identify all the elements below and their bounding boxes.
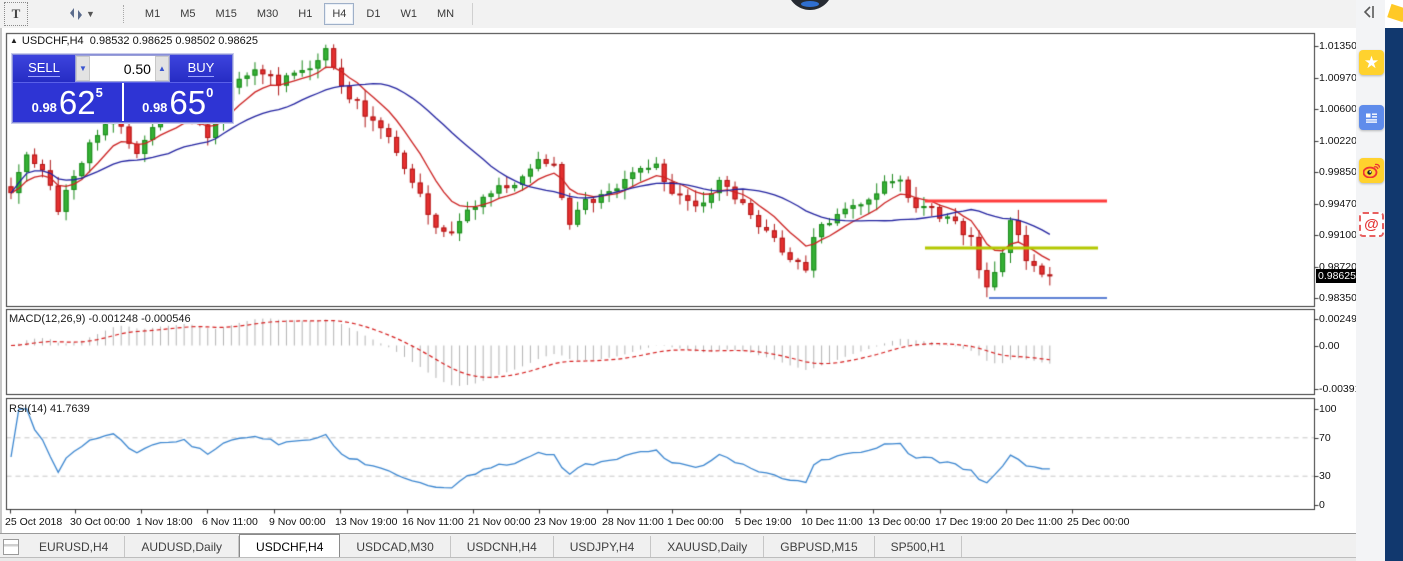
time-axis-label: 25 Dec 00:00: [1067, 516, 1129, 528]
sell-price[interactable]: 0.98 62 5: [13, 83, 124, 121]
time-axis-label: 28 Nov 11:00: [602, 516, 664, 528]
chart-title: ▲ USDCHF,H4 0.98532 0.98625 0.98502 0.986…: [10, 35, 258, 47]
one-click-trading-panel: SELL ▼ ▲ BUY 0.98 62 5 0.98 65 0: [12, 54, 233, 123]
time-axis-label: 6 Nov 11:00: [202, 516, 258, 528]
time-axis-label: 5 Dec 19:00: [735, 516, 792, 528]
time-axis-label: 1 Nov 18:00: [136, 516, 193, 528]
time-axis-label: 30 Oct 00:00: [70, 516, 130, 528]
time-axis-label: 9 Nov 00:00: [269, 516, 326, 528]
timeframe-button-M30[interactable]: M30: [249, 3, 286, 25]
time-axis-label: 23 Nov 19:00: [534, 516, 596, 528]
time-axis-label: 17 Dec 19:00: [935, 516, 997, 528]
toolbar: T ▼ M1M5M15M30H1H4D1W1MN: [0, 0, 1360, 29]
ohlc-values: 0.98532 0.98625 0.98502 0.98625: [90, 35, 258, 47]
macd-scale-label: 0.002492: [1319, 313, 1359, 325]
chart-window: ▲ USDCHF,H4 0.98532 0.98625 0.98502 0.986…: [0, 28, 1358, 533]
toolbar-separator: [472, 3, 474, 25]
volume-decrease-button[interactable]: ▼: [76, 56, 90, 81]
timeframe-button-M5[interactable]: M5: [172, 3, 203, 25]
chart-tab-AUDUSD-Daily[interactable]: AUDUSD,Daily: [125, 536, 239, 558]
timeframe-button-W1[interactable]: W1: [392, 3, 425, 25]
mail-at-icon[interactable]: @: [1359, 212, 1384, 237]
timeframe-button-H1[interactable]: H1: [290, 3, 320, 25]
chart-tab-USDJPY-H4[interactable]: USDJPY,H4: [554, 536, 651, 558]
rsi-scale-label: 70: [1319, 432, 1359, 444]
chart-tab-EURUSD-H4[interactable]: EURUSD,H4: [23, 536, 125, 558]
time-axis-label: 1 Dec 00:00: [667, 516, 724, 528]
toolbar-grip: [123, 5, 125, 23]
cycle-symbols-icon[interactable]: ▼: [68, 3, 95, 25]
collapse-panel-icon[interactable]: [1361, 4, 1379, 20]
price-scale-label: 0.99470: [1319, 198, 1359, 210]
price-scale-label: 0.98350: [1319, 292, 1359, 304]
price-scale-label: 1.00600: [1319, 103, 1359, 115]
timeframe-button-M15[interactable]: M15: [207, 3, 244, 25]
price-scale-label: 0.98720: [1319, 261, 1359, 273]
price-scale-label: 1.01350: [1319, 40, 1359, 52]
buy-button[interactable]: BUY: [170, 55, 232, 82]
chart-tab-XAUUSD-Daily[interactable]: XAUUSD,Daily: [651, 536, 764, 558]
chart-tab-bar: EURUSD,H4AUDUSD,DailyUSDCHF,H4USDCAD,M30…: [0, 533, 1356, 558]
adjacent-window-edge: [1385, 28, 1403, 561]
timeframe-button-M1[interactable]: M1: [137, 3, 168, 25]
timeframe-buttons: M1M5M15M30H1H4D1W1MN: [135, 3, 464, 25]
macd-scale-label: -0.003913: [1319, 383, 1359, 395]
chart-tab-USDCAD-M30[interactable]: USDCAD,M30: [340, 536, 450, 558]
rsi-scale-label: 0: [1319, 499, 1359, 511]
chevron-down-icon[interactable]: ▼: [86, 9, 95, 19]
chart-tab-SP500-H1[interactable]: SP500,H1: [875, 536, 963, 558]
time-axis-label: 20 Dec 11:00: [1001, 516, 1063, 528]
sort-arrows-icon: [68, 7, 84, 21]
sell-price-pip: 5: [96, 85, 103, 100]
time-axis-label: 10 Dec 11:00: [801, 516, 863, 528]
macd-scale-label: 0.00: [1319, 340, 1359, 352]
news-icon[interactable]: [1359, 105, 1384, 130]
chart-tab-USDCNH-H4[interactable]: USDCNH,H4: [451, 536, 554, 558]
rsi-scale-label: 100: [1319, 403, 1359, 415]
sell-price-main: 62: [59, 88, 96, 118]
screen: T ▼ M1M5M15M30H1H4D1W1MN ▲ USDCHF,H4 0.98…: [0, 0, 1403, 561]
chart-list-icon[interactable]: [3, 539, 19, 555]
buy-price-prefix: 0.98: [142, 98, 167, 118]
time-axis-label: 21 Nov 00:00: [468, 516, 530, 528]
rsi-indicator-label: RSI(14) 41.7639: [9, 403, 90, 415]
price-scale-label: 0.99100: [1319, 229, 1359, 241]
buy-price[interactable]: 0.98 65 0: [124, 83, 233, 121]
favorites-star-icon[interactable]: ★: [1359, 50, 1384, 75]
time-axis-label: 25 Oct 2018: [5, 516, 62, 528]
time-axis-label: 16 Nov 11:00: [402, 516, 464, 528]
buy-price-main: 65: [169, 88, 206, 118]
price-scale-label: 0.99850: [1319, 166, 1359, 178]
symbol-timeframe: USDCHF,H4: [22, 35, 84, 47]
chart-tab-USDCHF-H4[interactable]: USDCHF,H4: [239, 534, 340, 558]
collapse-triangle-icon[interactable]: ▲: [10, 36, 18, 45]
sell-button[interactable]: SELL: [13, 55, 75, 82]
timeframe-button-MN[interactable]: MN: [429, 3, 462, 25]
buy-price-pip: 0: [206, 85, 213, 100]
price-scale-label: 1.00220: [1319, 135, 1359, 147]
status-bar-edge: [0, 557, 1356, 561]
weibo-icon[interactable]: [1359, 158, 1384, 183]
rsi-scale-label: 30: [1319, 470, 1359, 482]
time-axis-label: 13 Nov 19:00: [335, 516, 397, 528]
text-tool-button[interactable]: T: [4, 2, 28, 26]
chart-tab-GBPUSD-M15[interactable]: GBPUSD,M15: [764, 536, 874, 558]
timeframe-button-D1[interactable]: D1: [358, 3, 388, 25]
volume-input[interactable]: [90, 56, 155, 81]
volume-increase-button[interactable]: ▲: [155, 56, 169, 81]
time-axis-label: 13 Dec 00:00: [868, 516, 930, 528]
corner-accent: [1387, 4, 1403, 22]
desktop-side-strip: ★ @: [1356, 0, 1385, 561]
timeframe-button-H4[interactable]: H4: [324, 3, 354, 25]
macd-indicator-label: MACD(12,26,9) -0.001248 -0.000546: [9, 313, 191, 325]
price-scale-label: 1.00970: [1319, 72, 1359, 84]
sell-price-prefix: 0.98: [32, 98, 57, 118]
